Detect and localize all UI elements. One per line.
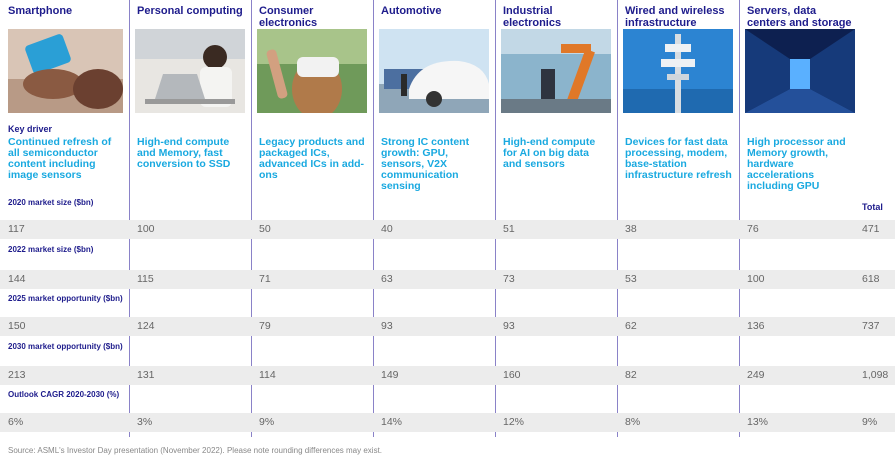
column-header-servers: Servers, data centers and storage — [747, 5, 852, 29]
smartphone-photo-icon — [8, 29, 123, 113]
column-header-automotive: Automotive — [381, 5, 442, 17]
value-cell: 136 — [747, 320, 765, 332]
column-header-consumer-electronics: Consumer electronics — [259, 5, 318, 29]
value-cell: 71 — [259, 273, 271, 285]
column-header-industrial-electronics: Industrial electronics — [503, 5, 562, 29]
cell-tower-photo-icon — [623, 29, 733, 113]
value-cell: 124 — [137, 320, 155, 332]
value-cell: 249 — [747, 369, 765, 381]
column-divider — [373, 0, 374, 437]
server-room-photo-icon — [745, 29, 855, 113]
laptop-photo-icon — [135, 29, 245, 113]
value-cell: 53 — [625, 273, 637, 285]
robot-arm-photo-icon — [501, 29, 611, 113]
row-band — [0, 220, 895, 239]
value-cell: 50 — [259, 223, 271, 235]
row-band — [0, 270, 895, 289]
value-cell: 40 — [381, 223, 393, 235]
value-cell: 149 — [381, 369, 399, 381]
value-cell: 213 — [8, 369, 26, 381]
row-label-2025: 2025 market opportunity ($bn) — [8, 294, 123, 303]
value-cell: 9% — [259, 416, 275, 428]
value-cell: 117 — [8, 223, 25, 235]
driver-personal-computing: High-end compute and Memory, fast conver… — [137, 136, 231, 170]
driver-smartphone: Continued refresh of all semiconductor c… — [8, 136, 112, 181]
value-cell: 79 — [259, 320, 271, 332]
value-cell: 144 — [8, 273, 26, 285]
value-cell: 73 — [503, 273, 515, 285]
key-driver-label: Key driver — [8, 124, 53, 134]
row-label-cagr: Outlook CAGR 2020-2030 (%) — [8, 390, 120, 399]
driver-automotive: Strong IC content growth: GPU, sensors, … — [381, 136, 470, 192]
value-cell: 100 — [137, 223, 155, 235]
column-divider — [739, 0, 740, 437]
total-header: Total — [862, 202, 883, 212]
value-cell: 160 — [503, 369, 521, 381]
value-cell: 114 — [259, 369, 276, 381]
row-label-2020: 2020 market size ($bn) — [8, 198, 94, 207]
column-divider — [617, 0, 618, 437]
row-band — [0, 366, 895, 385]
value-cell: 150 — [8, 320, 26, 332]
value-cell: 6% — [8, 416, 24, 428]
column-divider — [129, 0, 130, 437]
total-cell: 737 — [862, 320, 880, 332]
row-label-2022: 2022 market size ($bn) — [8, 245, 94, 254]
value-cell: 82 — [625, 369, 637, 381]
value-cell: 51 — [503, 223, 515, 235]
value-cell: 100 — [747, 273, 765, 285]
source-note: Source: ASML's Investor Day presentation… — [8, 446, 383, 455]
value-cell: 115 — [137, 273, 154, 285]
column-divider — [495, 0, 496, 437]
total-cell: 1,098 — [862, 369, 889, 381]
total-cell: 9% — [862, 416, 878, 428]
row-band — [0, 413, 895, 432]
column-header-personal-computing: Personal computing — [137, 5, 243, 17]
value-cell: 93 — [503, 320, 515, 332]
value-cell: 3% — [137, 416, 153, 428]
value-cell: 62 — [625, 320, 637, 332]
value-cell: 8% — [625, 416, 641, 428]
driver-servers: High processor and Memory growth, hardwa… — [747, 136, 846, 192]
value-cell: 38 — [625, 223, 637, 235]
value-cell: 12% — [503, 416, 525, 428]
column-header-smartphone: Smartphone — [8, 5, 73, 17]
driver-consumer-electronics: Legacy products and packaged ICs, advanc… — [259, 136, 365, 181]
row-band — [0, 317, 895, 336]
value-cell: 63 — [381, 273, 393, 285]
electric-car-photo-icon — [379, 29, 489, 113]
driver-infrastructure: Devices for fast data processing, modem,… — [625, 136, 732, 181]
total-cell: 471 — [862, 223, 880, 235]
value-cell: 76 — [747, 223, 759, 235]
value-cell: 14% — [381, 416, 403, 428]
column-divider — [251, 0, 252, 437]
vr-headset-photo-icon — [257, 29, 367, 113]
value-cell: 93 — [381, 320, 393, 332]
value-cell: 131 — [137, 369, 155, 381]
column-header-infrastructure: Wired and wireless infrastructure — [625, 5, 725, 29]
total-cell: 618 — [862, 273, 880, 285]
row-label-2030: 2030 market opportunity ($bn) — [8, 342, 123, 351]
driver-industrial-electronics: High-end compute for AI on big data and … — [503, 136, 596, 170]
value-cell: 13% — [747, 416, 769, 428]
